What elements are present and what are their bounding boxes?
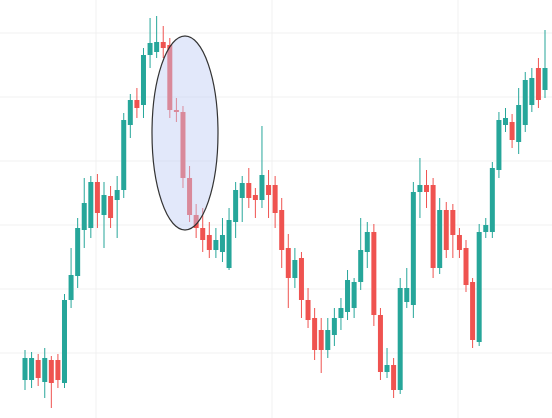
candle-body [522, 80, 528, 125]
candle-body [233, 190, 239, 222]
candle-body [371, 232, 377, 315]
candle-body [88, 182, 94, 228]
candle-body [338, 308, 344, 318]
candle-body [351, 282, 357, 308]
candle-body [226, 220, 232, 268]
candle-body [173, 110, 179, 112]
candle-body [246, 183, 252, 198]
candle-body [154, 42, 160, 52]
candle-body [167, 45, 173, 110]
candle-body [81, 203, 87, 230]
candle-body [108, 196, 114, 218]
candle-body [219, 235, 225, 252]
candle-body [187, 178, 193, 215]
candle-body [430, 185, 436, 268]
candle-body [61, 300, 67, 383]
candle-body [443, 210, 449, 250]
candle-body [450, 210, 456, 235]
candle-body [404, 288, 410, 302]
candle-body [391, 365, 397, 390]
candle-body [542, 68, 548, 90]
candle-body [114, 190, 120, 200]
candle-body [424, 185, 430, 192]
candle-body [35, 360, 41, 378]
candle-body [101, 195, 107, 215]
candle-body [417, 185, 423, 192]
candle-body [285, 248, 291, 278]
candle-body [55, 360, 61, 380]
highlight-ellipse [151, 35, 219, 231]
candle-body [325, 330, 331, 350]
candle-body [259, 175, 265, 200]
candle-body [483, 225, 489, 232]
candle-body [29, 358, 35, 380]
candle-body [206, 235, 212, 250]
candle-body [75, 228, 81, 276]
candle-body [252, 195, 258, 200]
candle-body [364, 232, 370, 252]
candle-body [200, 228, 206, 240]
candles [22, 16, 548, 408]
candle-body [292, 260, 298, 278]
candle-body [318, 330, 324, 350]
candle-body [94, 182, 100, 213]
candle-body [239, 183, 245, 198]
candle-body [298, 258, 304, 300]
candle-body [193, 215, 199, 228]
candle-body [384, 365, 390, 372]
candle-body [121, 120, 127, 190]
candle-body [213, 240, 219, 250]
candle-body [377, 315, 383, 372]
candle-body [516, 105, 522, 142]
candle-body [358, 250, 364, 282]
candle-body [410, 192, 416, 305]
candle-body [160, 42, 166, 48]
candle-body [48, 360, 54, 383]
candle-body [331, 318, 337, 335]
candle-body [279, 210, 285, 250]
candle-body [345, 280, 351, 312]
candle-body [503, 118, 509, 125]
candle-body [180, 112, 186, 178]
candle-body [22, 358, 28, 380]
candle-body [463, 248, 469, 285]
candle-body [140, 55, 146, 105]
candle-body [397, 288, 403, 390]
candle-body [312, 318, 318, 350]
candle-body [127, 100, 133, 125]
candle-body [68, 275, 74, 300]
candle-body [305, 300, 311, 320]
candle-body [496, 120, 502, 170]
candle-body [476, 232, 482, 342]
candle-body [509, 122, 515, 140]
candle-body [489, 168, 495, 232]
candle-body [470, 282, 476, 340]
candle-body [147, 43, 153, 55]
candle-body [437, 210, 443, 268]
candle-body [266, 185, 272, 195]
candle-body [535, 68, 541, 100]
candle-body [272, 185, 278, 213]
candle-body [42, 358, 48, 382]
candle-body [456, 235, 462, 250]
candle-body [134, 100, 140, 108]
candle-body [529, 78, 535, 105]
